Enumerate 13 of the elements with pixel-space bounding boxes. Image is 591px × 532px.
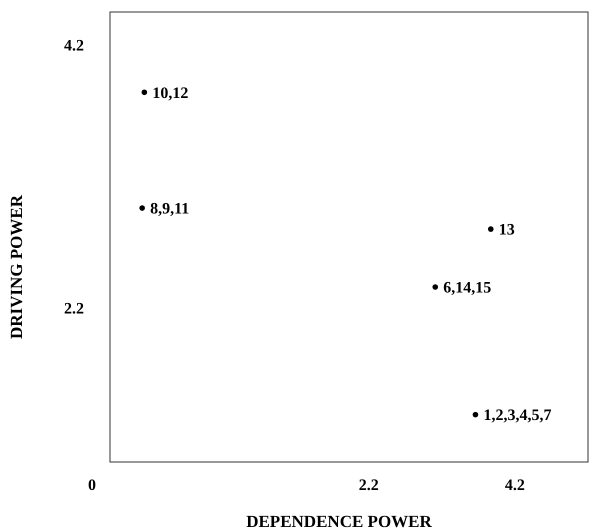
- point: [142, 89, 148, 96]
- point: [139, 205, 145, 211]
- annotation: 6,14,15: [443, 280, 492, 297]
- point: [472, 412, 478, 418]
- x-axis-title: DEPENDENCE POWER: [246, 512, 433, 531]
- point: [432, 284, 438, 290]
- annotation: 1,2,3,4,5,7: [483, 407, 552, 424]
- annotation: 8,9,11: [150, 200, 190, 218]
- annotation: 13: [498, 222, 515, 239]
- point: [488, 226, 494, 232]
- annotation: 10,12: [152, 84, 188, 102]
- text: 0: [88, 477, 96, 494]
- y-axis-title: DRIVING POWER: [7, 194, 26, 340]
